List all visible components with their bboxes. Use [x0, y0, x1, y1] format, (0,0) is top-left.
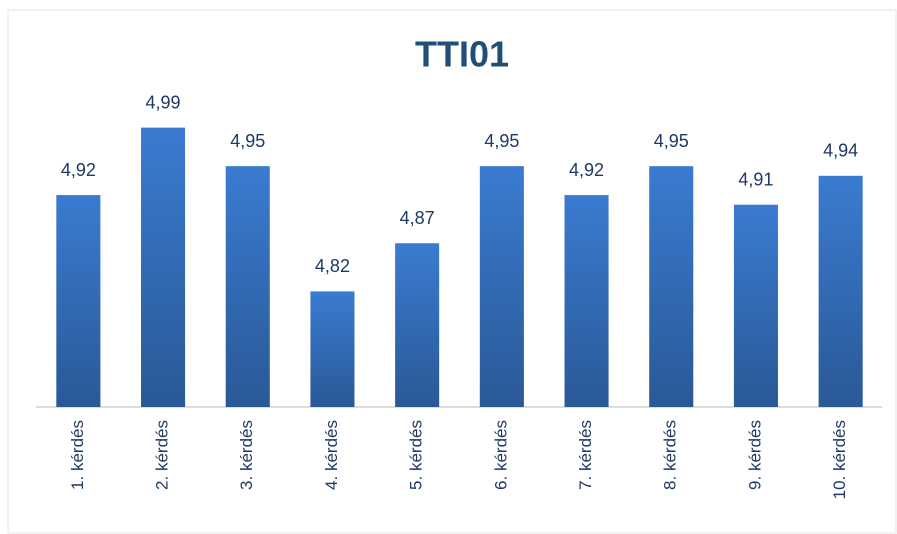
bar-shade	[141, 127, 186, 407]
x-tick-label: 9. kérdés	[745, 420, 764, 490]
bar-shade	[479, 166, 524, 407]
value-label: 4,95	[654, 131, 689, 151]
bar-shade	[56, 195, 101, 407]
value-label: 4,95	[484, 131, 519, 151]
value-label: 4,92	[61, 160, 96, 180]
bar-shade	[649, 166, 694, 407]
bar-shade	[310, 291, 355, 407]
x-tick-label: 2. kérdés	[153, 420, 172, 490]
x-tick-label: 8. kérdés	[661, 420, 680, 490]
value-label: 4,94	[823, 141, 858, 161]
value-label: 4,82	[315, 256, 350, 276]
value-label: 4,95	[230, 131, 265, 151]
x-tick-label: 6. kérdés	[491, 420, 510, 490]
bar-shade	[225, 166, 270, 407]
bar-shade	[564, 195, 609, 407]
bar-shade	[818, 175, 863, 407]
bar-shade	[395, 243, 440, 407]
x-tick-label: 7. kérdés	[576, 420, 595, 490]
value-label: 4,91	[738, 169, 773, 189]
value-label: 4,92	[569, 160, 604, 180]
value-label: 4,87	[400, 208, 435, 228]
chart-title: TTI01	[415, 34, 509, 75]
x-tick-label: 5. kérdés	[407, 420, 426, 490]
x-tick-label: 10. kérdés	[830, 420, 849, 499]
x-tick-label: 4. kérdés	[322, 420, 341, 490]
bar-shade	[733, 204, 778, 407]
x-tick-label: 1. kérdés	[68, 420, 87, 490]
x-tick-label: 3. kérdés	[237, 420, 256, 490]
value-label: 4,99	[146, 92, 181, 112]
